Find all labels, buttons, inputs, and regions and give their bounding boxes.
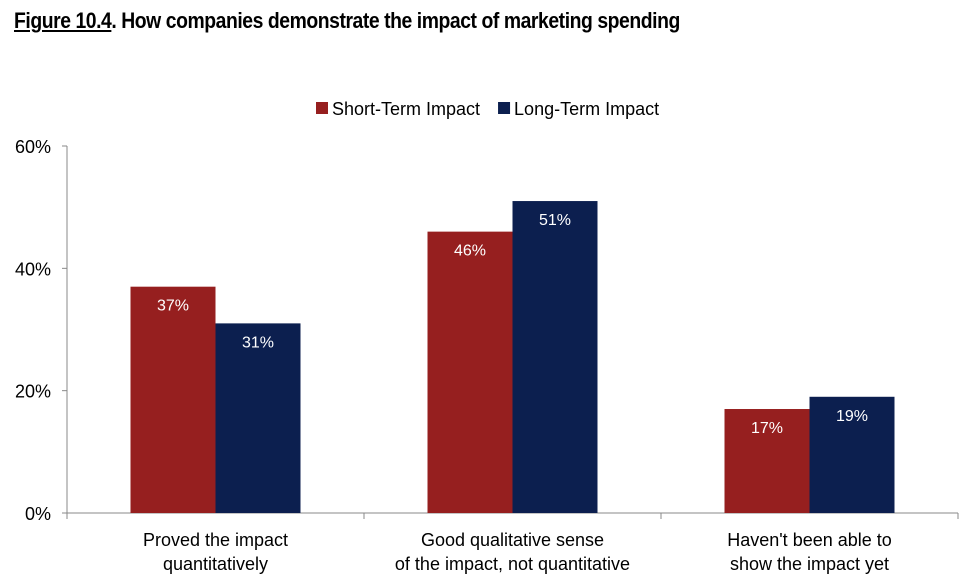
x-category-label: Haven't been able to	[727, 530, 892, 550]
title-text: . How companies demonstrate the impact o…	[111, 8, 680, 33]
y-tick-label: 20%	[15, 382, 51, 402]
x-category-label: Proved the impact	[143, 530, 288, 550]
bar-short-term	[130, 286, 216, 513]
x-category-label: of the impact, not quantitative	[395, 554, 630, 574]
data-label: 51%	[539, 212, 571, 229]
legend-swatch	[316, 102, 328, 114]
chart-title: Figure 10.4. How companies demonstrate t…	[14, 8, 680, 34]
legend-label: Short-Term Impact	[332, 99, 480, 119]
bar-long-term	[809, 396, 895, 513]
data-label: 31%	[242, 334, 274, 351]
data-label: 17%	[751, 420, 783, 437]
data-label: 46%	[454, 243, 486, 260]
legend-label: Long-Term Impact	[514, 99, 659, 119]
data-label: 37%	[157, 298, 189, 315]
data-label: 19%	[836, 408, 868, 425]
y-tick-label: 40%	[15, 259, 51, 279]
bar-short-term	[427, 231, 513, 513]
y-tick-label: 60%	[15, 137, 51, 157]
bar-long-term	[512, 201, 598, 514]
x-category-label: Good qualitative sense	[421, 530, 604, 550]
bar-long-term	[215, 323, 301, 513]
legend-swatch	[498, 102, 511, 114]
bar-short-term	[724, 409, 810, 513]
x-category-label: show the impact yet	[730, 554, 889, 574]
y-tick-label: 0%	[25, 504, 51, 524]
figure-number: Figure 10.4	[14, 8, 112, 33]
x-category-label: quantitatively	[163, 554, 268, 574]
